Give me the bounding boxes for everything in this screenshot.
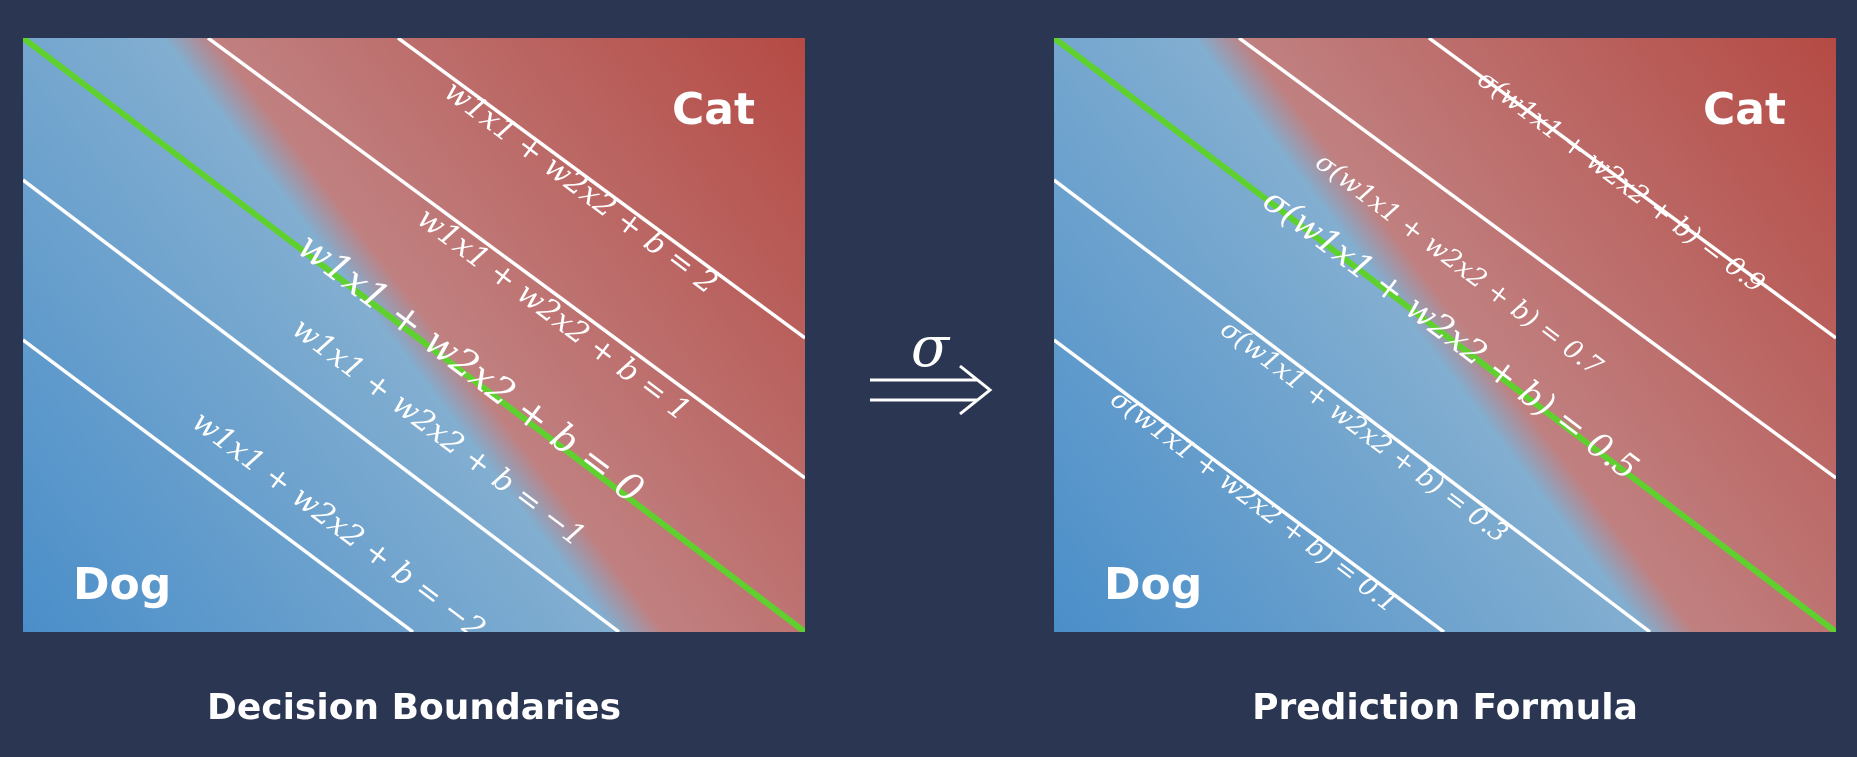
double-arrow-right-icon xyxy=(860,320,1000,440)
caption-prediction-formula: Prediction Formula xyxy=(1054,690,1836,726)
region-label-dog: Dog xyxy=(1104,563,1202,607)
decision-boundaries-panel: w1x1 + w2x2 + b = 2 w1x1 + w2x2 + b = 1 … xyxy=(23,38,805,632)
prediction-formula-panel: σ(w1x1 + w2x2 + b) = 0.9 σ(w1x1 + w2x2 +… xyxy=(1054,38,1836,632)
region-label-cat: Cat xyxy=(1703,88,1786,132)
caption-decision-boundaries: Decision Boundaries xyxy=(23,690,805,726)
region-label-dog: Dog xyxy=(73,563,171,607)
region-label-cat: Cat xyxy=(672,88,755,132)
